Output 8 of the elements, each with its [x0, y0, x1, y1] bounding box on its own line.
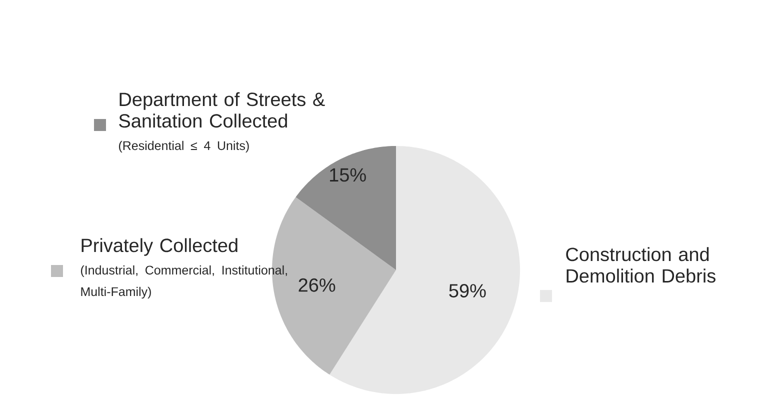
- slice-label: Department of Streets & Sanitation Collected: [119, 92, 325, 128]
- text: (Residential ≤ 4 Units): [118, 140, 249, 153]
- data-label: 15%: [330, 168, 366, 182]
- data-label: 59%: [449, 284, 486, 298]
- slice-label: Privately Collected: [82, 238, 238, 256]
- text: (Industrial, Commercial, Institutional, Multi-Family): [80, 265, 287, 299]
- data-label: 26%: [298, 278, 336, 292]
- slice-label: Construction and Demolition Debris: [566, 247, 716, 283]
